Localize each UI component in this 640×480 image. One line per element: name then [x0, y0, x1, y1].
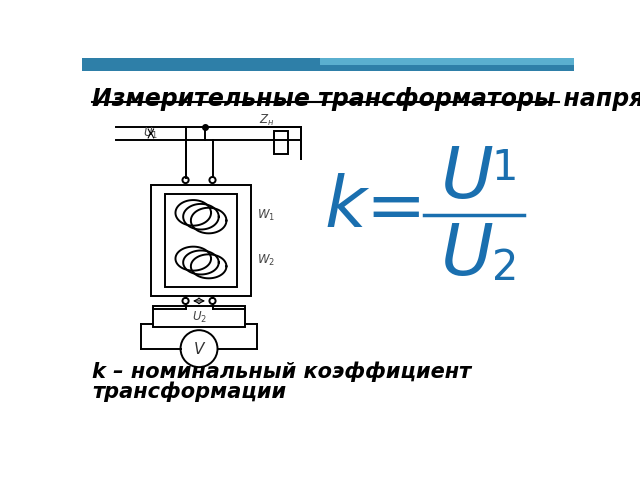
Text: $=$: $=$	[351, 173, 420, 242]
Text: трансформации: трансформации	[92, 381, 287, 401]
Bar	[320, 58, 575, 65]
Text: $Z_н$: $Z_н$	[259, 113, 274, 128]
Text: $\mathit{k}$: $\mathit{k}$	[324, 173, 371, 242]
Circle shape	[209, 177, 216, 183]
Circle shape	[180, 330, 218, 367]
Text: $\mathit{U}$: $\mathit{U}$	[440, 221, 493, 290]
Text: V: V	[194, 342, 204, 357]
Bar	[274, 131, 288, 154]
Text: $1$: $1$	[492, 147, 516, 189]
Text: $U_2$: $U_2$	[191, 310, 207, 325]
Text: k – номинальный коэффициент: k – номинальный коэффициент	[92, 362, 472, 382]
Text: Измерительные трансформаторы напряжения: Измерительные трансформаторы напряжения	[92, 87, 640, 111]
Text: $W_2$: $W_2$	[257, 253, 275, 268]
Circle shape	[182, 177, 189, 183]
Circle shape	[182, 298, 189, 304]
Circle shape	[209, 298, 216, 304]
Text: $2$: $2$	[492, 247, 516, 289]
Bar	[164, 194, 237, 287]
Text: $U_1$: $U_1$	[143, 126, 159, 141]
Text: $\mathit{U}$: $\mathit{U}$	[440, 144, 493, 213]
Bar	[153, 306, 245, 327]
Bar	[151, 185, 251, 296]
Text: $W_1$: $W_1$	[257, 208, 275, 224]
Bar	[82, 58, 575, 72]
